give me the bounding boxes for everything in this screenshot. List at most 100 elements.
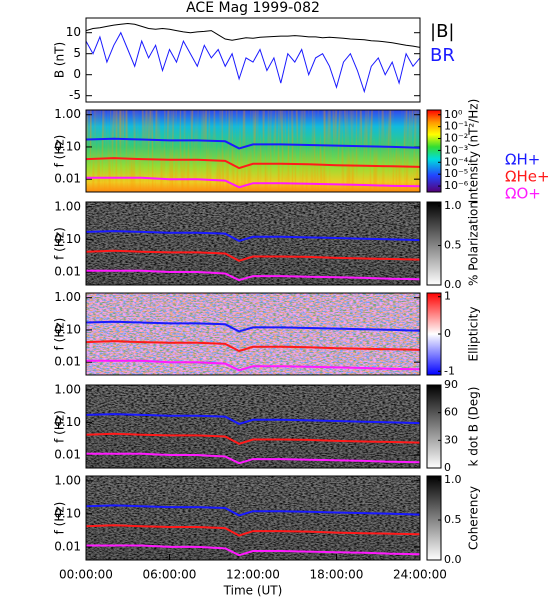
data-line	[86, 413, 420, 425]
colorbar-tick-label: 1	[444, 290, 451, 303]
data-line	[86, 432, 420, 445]
data-line	[86, 359, 420, 372]
y-tick-label: 0.01	[54, 355, 81, 369]
legend-label: ΩH+	[505, 151, 540, 169]
data-line	[86, 176, 420, 189]
y-tick-label: 1.00	[54, 107, 81, 121]
data-line	[86, 452, 420, 465]
y-tick-label: 0.01	[54, 448, 81, 462]
data-line	[86, 230, 420, 242]
legend-label: ΩHe+	[505, 168, 550, 186]
y-tick-label: 5	[73, 46, 81, 60]
data-line	[86, 31, 420, 94]
colorbar-tick-label: 10⁰	[444, 108, 463, 121]
chart-title: ACE Mag 1999-082	[186, 0, 320, 16]
data-line	[86, 340, 420, 353]
y-tick-label: 0.01	[54, 172, 81, 186]
colorbar-tick-label: 10⁻²	[444, 132, 468, 145]
data-line	[86, 249, 420, 262]
y-axis-label: f (Hz)	[53, 502, 67, 535]
data-line	[86, 137, 420, 150]
colorbar-tick-label: 10⁻¹	[444, 120, 468, 133]
spectrogram-texture	[86, 293, 420, 375]
y-tick-label: 0.10	[54, 506, 81, 520]
y-axis-label: f (Hz)	[53, 410, 67, 443]
panel: 0 30 60 90 k dot B (Deg) 0.01 0.10 1.00 f (Hz)	[53, 378, 481, 474]
colorbar-label: Ellipticity	[467, 307, 481, 362]
legend-label: |B|	[430, 21, 454, 42]
x-tick-label: 18:00:00	[310, 568, 364, 582]
colorbar-tick-label: 0.5	[444, 513, 462, 526]
x-tick-label: 06:00:00	[143, 568, 197, 582]
y-tick-label: 0.01	[54, 539, 81, 553]
y-tick-label: 0	[73, 67, 81, 81]
y-axis-label: f (Hz)	[53, 135, 67, 168]
panel: -1 0 1 Ellipticity 0.01 0.10 1.00 f (Hz)	[53, 290, 481, 378]
plot-frame	[85, 384, 421, 469]
y-axis-label: f (Hz)	[53, 318, 67, 351]
colorbar	[426, 384, 442, 469]
colorbar-tick-label: 0.0	[444, 553, 462, 566]
colorbar-label: k dot B (Deg)	[467, 387, 481, 467]
legend-label: ΩO+	[505, 185, 541, 203]
colorbar-tick-label: 10⁻³	[444, 143, 468, 156]
colorbar-label: % Polarization	[467, 201, 481, 286]
colorbar-tick-label: 10⁻⁵	[444, 167, 468, 180]
colorbar-tick-label: 10⁻⁴	[444, 155, 469, 168]
panel: 0.0 0.5 1.0 Coherency 0.01 0.10 1.00 f (Hz) 00:0…	[53, 473, 481, 598]
colorbar	[426, 201, 442, 286]
spectrogram-texture	[86, 202, 420, 285]
data-line	[86, 22, 420, 48]
spectrogram-texture	[86, 110, 420, 192]
data-line	[86, 320, 420, 333]
spectrogram-texture	[86, 385, 420, 468]
y-tick-label: 0.10	[54, 415, 81, 429]
plot-frame	[85, 109, 421, 193]
y-tick-label: 0.10	[54, 232, 81, 246]
data-line	[86, 269, 420, 282]
y-tick-label: 1.00	[54, 199, 81, 213]
colorbar-tick-label: 0	[444, 461, 451, 474]
colorbar-tick-label: 10⁻⁶	[444, 179, 469, 192]
spectrogram-texture	[86, 476, 420, 560]
colorbar-tick-label: -1	[444, 364, 455, 377]
y-tick-label: 0.10	[54, 322, 81, 336]
plot-frame	[85, 17, 421, 103]
y-axis-label: B (nT)	[53, 42, 67, 78]
colorbar-tick-label: 0.0	[444, 278, 462, 291]
plot-frame	[85, 201, 421, 286]
y-axis-label: f (Hz)	[53, 227, 67, 260]
y-tick-label: 0.01	[54, 265, 81, 279]
colorbar-tick-label: 30	[444, 433, 458, 446]
x-tick-label: 00:00:00	[59, 568, 113, 582]
colorbar-label: Coherency	[467, 486, 481, 550]
x-axis-label: Time (UT)	[223, 584, 283, 598]
plot-frame	[85, 292, 421, 376]
colorbar-tick-label: 90	[444, 378, 458, 391]
y-tick-label: 0.10	[54, 139, 81, 153]
y-tick-label: -5	[69, 88, 81, 102]
panel: -5 0 5 10 B (nT) |B| BR ACE Mag 1999-082	[53, 0, 455, 103]
data-line	[86, 504, 420, 517]
colorbar-tick-label: 1.0	[444, 473, 462, 486]
colorbar-tick-label: 1.0	[444, 199, 462, 212]
y-tick-label: 1.00	[54, 290, 81, 304]
colorbar	[426, 109, 442, 193]
data-line	[86, 157, 420, 170]
y-tick-label: 1.00	[54, 473, 81, 487]
x-tick-label: 12:00:00	[226, 568, 280, 582]
legend-label: BR	[430, 45, 455, 66]
colorbar-tick-label: 0	[444, 327, 451, 340]
panel: 0.0 0.5 1.0 % Polarization 0.01 0.10 1.00 f (Hz…	[53, 199, 481, 291]
colorbar-tick-label: 0.5	[444, 238, 462, 251]
x-tick-label: 24:00:00	[393, 568, 447, 582]
data-line	[86, 544, 420, 557]
data-line	[86, 524, 420, 537]
y-tick-label: 1.00	[54, 382, 81, 396]
colorbar-label: Intensity (nT²/Hz)	[467, 99, 481, 204]
colorbar-tick-label: 60	[444, 406, 458, 419]
y-tick-label: 10	[66, 25, 81, 39]
colorbar	[426, 475, 442, 561]
